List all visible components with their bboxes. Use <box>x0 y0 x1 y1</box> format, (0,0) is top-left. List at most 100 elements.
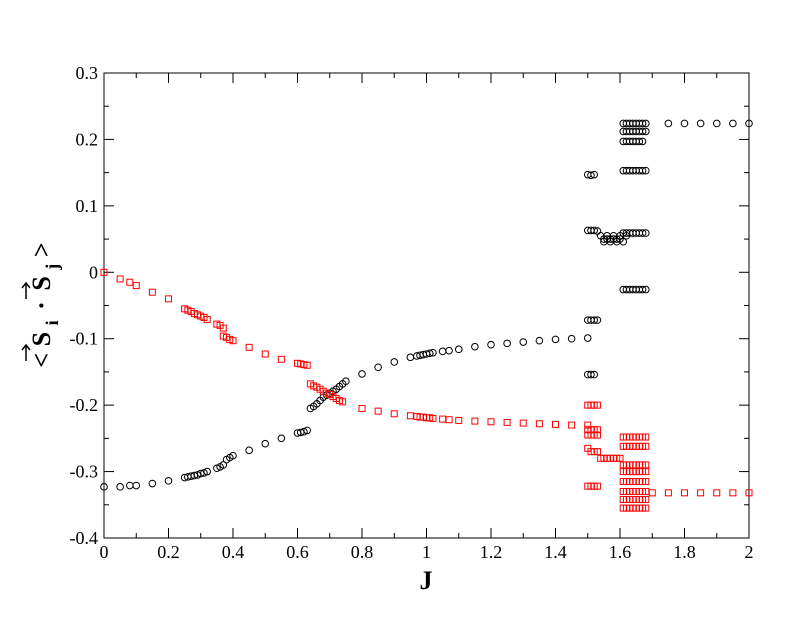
x-axis-title: J <box>420 566 433 595</box>
data-point-series-1 <box>638 119 647 128</box>
data-point-series-1 <box>638 285 647 294</box>
data-point-series-2 <box>642 504 650 512</box>
data-point-series-1 <box>100 483 108 491</box>
data-point-series-2 <box>593 401 601 409</box>
x-tick-label: 0.2 <box>157 542 180 562</box>
data-point-series-1 <box>729 119 737 128</box>
data-point-series-1 <box>390 358 399 366</box>
data-point-series-1 <box>590 226 599 235</box>
y-axis-title-s2: S <box>27 276 56 290</box>
data-point-series-1 <box>590 370 599 379</box>
y-axis-title: < S i · S j > <box>21 242 62 368</box>
data-point-series-2 <box>261 350 269 358</box>
y-axis-title-s1: S <box>27 332 56 346</box>
data-point-series-1 <box>712 119 721 128</box>
data-point-series-1 <box>745 119 753 128</box>
data-point-series-2 <box>277 355 285 363</box>
data-point-series-2 <box>100 268 108 276</box>
data-point-series-1 <box>126 481 134 490</box>
data-point-series-1 <box>664 119 673 128</box>
data-point-series-2 <box>642 478 650 486</box>
x-tick-label: 1.2 <box>480 542 503 562</box>
data-point-series-2 <box>126 278 134 286</box>
data-point-series-2 <box>303 361 311 369</box>
data-point-series-1 <box>148 479 157 488</box>
x-tick-label: 1.4 <box>544 542 567 562</box>
data-point-series-1 <box>590 170 599 179</box>
data-point-series-1 <box>374 363 382 372</box>
data-point-series-2 <box>439 415 447 423</box>
data-point-series-2 <box>471 417 479 425</box>
x-tick-label: 1.6 <box>609 542 632 562</box>
data-point-series-2 <box>390 410 398 418</box>
data-point-series-2 <box>219 324 227 332</box>
data-point-series-1 <box>425 349 434 358</box>
data-point-series-1 <box>535 336 544 345</box>
data-point-series-2 <box>165 295 172 303</box>
data-point-series-2 <box>519 419 527 427</box>
data-point-series-1 <box>203 467 211 476</box>
y-tick-label: -0.1 <box>70 329 99 349</box>
data-point-series-1 <box>635 137 644 146</box>
data-point-series-1 <box>642 127 650 136</box>
y-tick-label: 0.1 <box>76 196 99 216</box>
data-point-series-1 <box>642 229 650 237</box>
data-point-series-1 <box>487 340 495 349</box>
data-point-series-2 <box>429 414 437 422</box>
data-point-series-2 <box>374 407 382 415</box>
data-point-series-2 <box>445 416 453 424</box>
data-point-series-1 <box>303 426 311 435</box>
x-tick-label: 0.4 <box>222 542 245 562</box>
data-point-series-1 <box>245 446 253 455</box>
data-point-series-2 <box>697 489 705 497</box>
data-point-series-1 <box>358 370 366 378</box>
y-tick-label: 0.3 <box>76 63 99 83</box>
y-tick-label: 0.2 <box>76 129 99 149</box>
y-axis-title-dot: · <box>27 301 56 310</box>
data-point-series-1 <box>638 127 647 136</box>
y-tick-label: -0.4 <box>70 528 99 548</box>
data-point-series-2 <box>681 489 688 497</box>
data-point-series-1 <box>590 316 599 324</box>
data-point-series-2 <box>148 288 156 296</box>
x-tick-label: 2 <box>745 542 754 562</box>
data-point-series-1 <box>219 461 228 469</box>
axis-tick-labels: 0 0.2 0.4 0.6 0.8 1 1.2 1.4 1.6 1.8 2 -0.4 -0.3 -0.2 -… <box>70 63 754 562</box>
y-axis-title-sub2: j <box>42 264 62 271</box>
data-point-series-1 <box>638 229 647 237</box>
data-point-series-1 <box>583 334 592 342</box>
axis-ticks <box>103 72 750 539</box>
data-points <box>100 119 753 512</box>
data-point-series-2 <box>568 421 576 429</box>
data-point-series-2 <box>503 418 511 426</box>
data-point-series-1 <box>638 137 647 146</box>
data-point-series-2 <box>455 416 463 424</box>
data-point-series-1 <box>593 316 602 324</box>
data-point-series-2 <box>713 489 721 497</box>
data-point-series-2 <box>229 337 237 345</box>
y-axis-title-close: > <box>27 242 56 257</box>
data-point-series-2 <box>664 489 672 497</box>
data-point-series-2 <box>648 489 656 497</box>
x-tick-label: 1.8 <box>673 542 696 562</box>
x-tick-label: 0.6 <box>286 542 309 562</box>
data-point-series-2 <box>642 442 650 450</box>
y-axis-title-sub1: i <box>42 320 62 325</box>
data-point-series-1 <box>471 342 479 351</box>
data-point-series-1 <box>642 285 650 294</box>
data-point-series-2 <box>406 412 414 420</box>
y-axis-title-open: < <box>27 353 56 368</box>
data-point-series-1 <box>164 477 173 485</box>
data-point-series-1 <box>261 439 270 448</box>
data-point-series-1 <box>406 353 415 362</box>
data-point-series-1 <box>454 345 463 354</box>
data-point-series-1 <box>642 166 650 175</box>
data-point-series-2 <box>116 275 124 283</box>
data-point-series-2 <box>487 418 495 426</box>
data-point-series-1 <box>429 348 437 357</box>
data-point-series-1 <box>567 334 576 343</box>
data-point-series-2 <box>552 420 559 428</box>
x-tick-label: 0 <box>100 542 109 562</box>
data-point-series-1 <box>438 347 447 356</box>
